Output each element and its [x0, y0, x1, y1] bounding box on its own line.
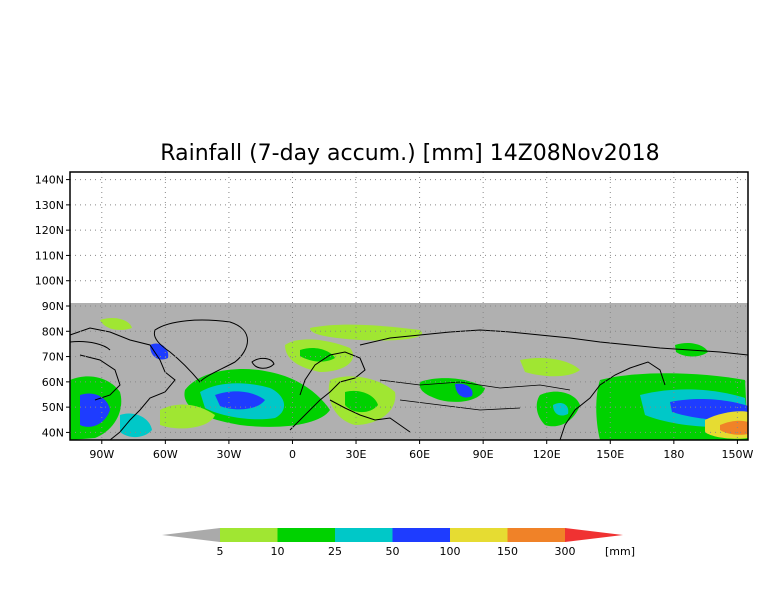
lon-tick-label: 90W	[89, 448, 114, 461]
legend-threshold-label: 150	[497, 545, 518, 558]
legend-low-arrow	[162, 528, 220, 542]
legend-threshold-label: 25	[328, 545, 342, 558]
map-panel	[69, 171, 749, 441]
color-legend: 5 10 25 50 100 150 300 [mm]	[162, 528, 635, 558]
legend-swatch	[392, 528, 450, 542]
lat-tick-label: 110N	[35, 249, 64, 262]
map-grid	[70, 172, 748, 440]
legend-threshold-label: 5	[217, 545, 224, 558]
lat-tick-label: 40N	[42, 426, 64, 439]
lon-tick-label: 180	[663, 448, 684, 461]
empty-region	[70, 172, 748, 303]
legend-threshold-label: 100	[440, 545, 461, 558]
lat-tick-label: 90N	[42, 300, 64, 313]
map-title: Rainfall (7-day accum.) [mm] 14Z08Nov201…	[160, 141, 659, 166]
lon-tick-label: 90E	[473, 448, 494, 461]
lon-tick-label: 30W	[216, 448, 241, 461]
legend-threshold-label: 50	[386, 545, 400, 558]
lon-tick-label: 150E	[596, 448, 624, 461]
legend-high-arrow	[565, 528, 623, 542]
legend-swatch	[220, 528, 278, 542]
lat-tick-label: 140N	[35, 174, 64, 187]
lon-tick-label: 0	[289, 448, 296, 461]
legend-swatch	[507, 528, 565, 542]
legend-threshold-label: 10	[271, 545, 285, 558]
lat-tick-label: 100N	[35, 275, 64, 288]
legend-swatch	[450, 528, 508, 542]
lat-tick-label: 70N	[42, 351, 64, 364]
lat-tick-label: 80N	[42, 325, 64, 338]
legend-swatch	[277, 528, 335, 542]
legend-unit-label: [mm]	[605, 545, 635, 558]
precip-overlay	[70, 317, 748, 440]
longitude-axis: 90W 60W 30W 0 30E 60E 90E 120E 150E 180 150W	[89, 440, 753, 461]
latitude-axis: 140N 130N 120N 110N 100N 90N 80N 70N 60N 50N 40N	[35, 174, 70, 439]
legend-swatch	[335, 528, 393, 542]
lon-tick-label: 30E	[346, 448, 367, 461]
lon-tick-label: 60E	[409, 448, 430, 461]
lon-tick-label: 150W	[721, 448, 753, 461]
lat-tick-label: 130N	[35, 199, 64, 212]
lon-tick-label: 120E	[533, 448, 561, 461]
lon-tick-label: 60W	[153, 448, 178, 461]
coastlines	[69, 319, 749, 441]
lat-tick-label: 50N	[42, 401, 64, 414]
legend-threshold-label: 300	[555, 545, 576, 558]
lat-tick-label: 120N	[35, 224, 64, 237]
lat-tick-label: 60N	[42, 376, 64, 389]
